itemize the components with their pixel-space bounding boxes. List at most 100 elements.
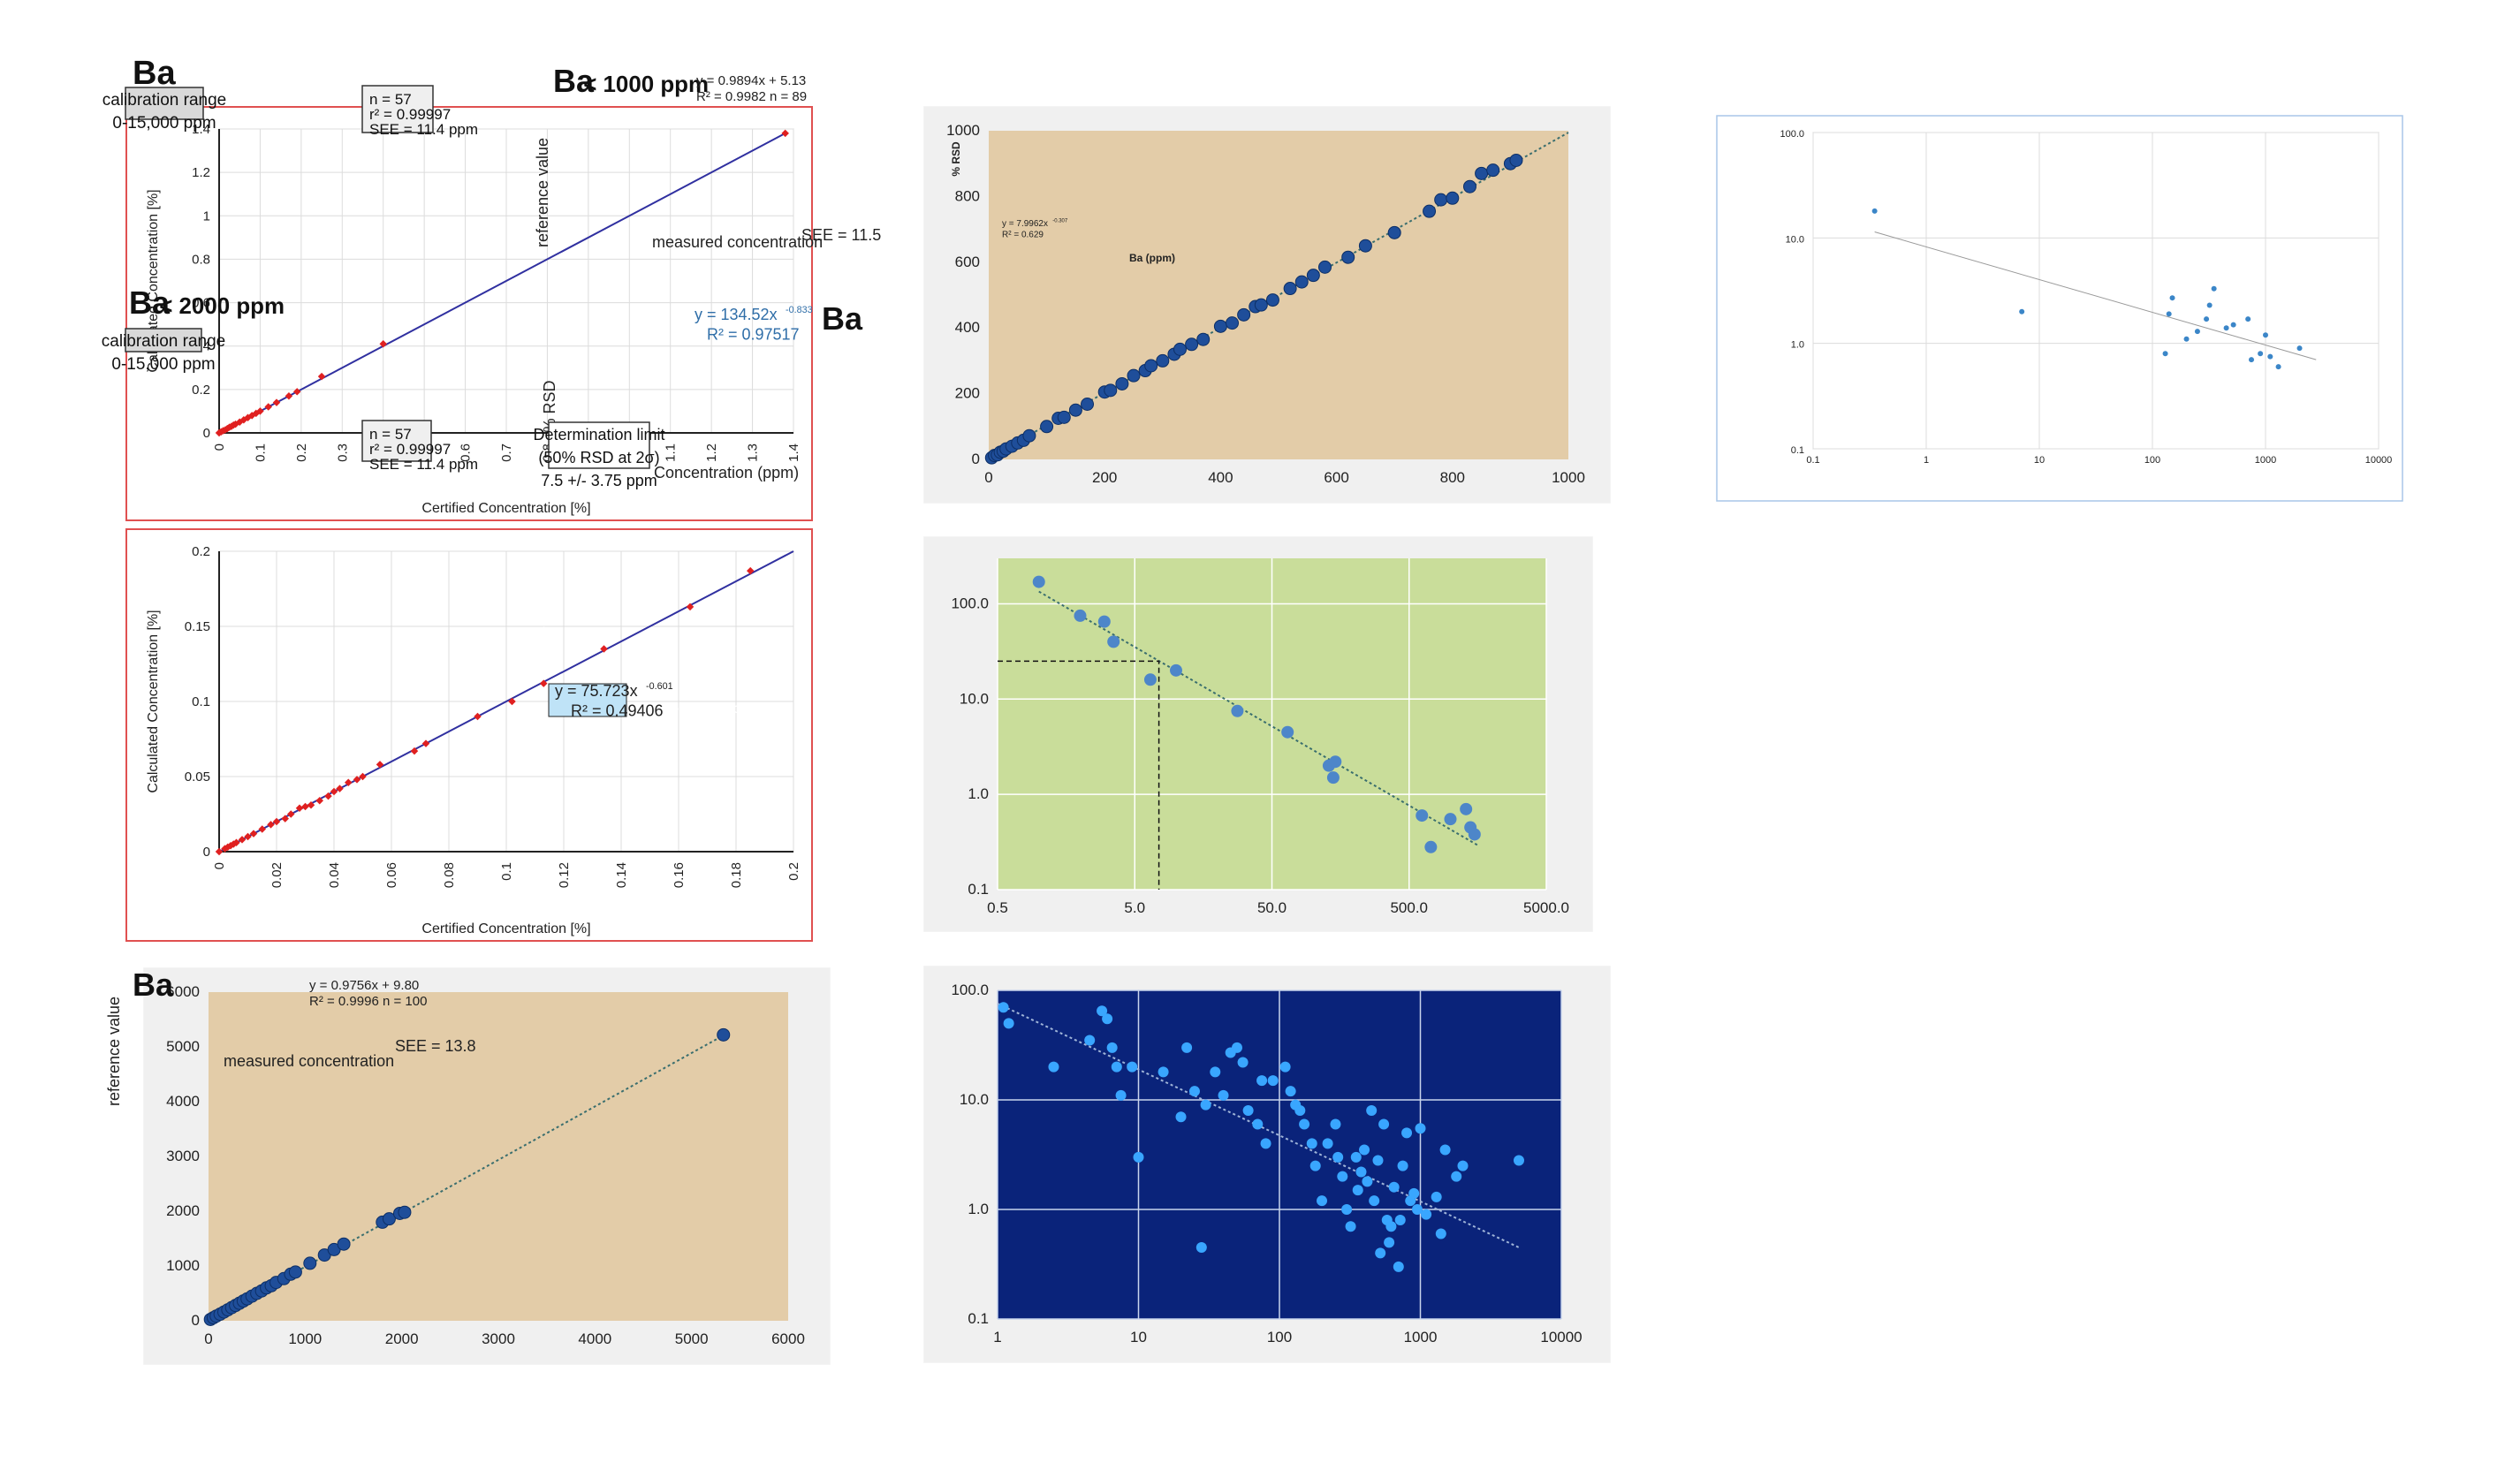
data-point [2267, 353, 2273, 360]
data-point [1435, 1228, 1446, 1239]
x-tick-label: 6000 [771, 1330, 805, 1347]
y-tick-label: 0 [203, 426, 210, 441]
stats-line: r² = 0.99997 [369, 106, 451, 123]
y-tick-label: 1000 [946, 122, 980, 139]
equation-box [548, 683, 627, 717]
data-point [1097, 1005, 1108, 1017]
y-tick-label: 200 [955, 385, 980, 402]
data-point [398, 1205, 412, 1219]
data-point [1068, 403, 1082, 417]
x-axis-label: measured concentration [652, 233, 823, 251]
data-point [1446, 191, 1460, 205]
element-title: Ba [826, 545, 868, 581]
y-axis-label: reference value [105, 997, 123, 1106]
y-tick-label: 1000 [166, 1257, 200, 1274]
data-point [1411, 1204, 1423, 1215]
data-point [2258, 351, 2264, 357]
chart-svg: 1 10 100 1000 10000 0.1 1.0 10.0 100.0 Concentrat… [535, 545, 1611, 1363]
data-point [1387, 225, 1401, 239]
y-tick-label: 100.0 [1780, 129, 1804, 140]
data-point [1104, 383, 1118, 398]
x-tick-label: 100 [2144, 455, 2160, 466]
data-point [292, 388, 301, 396]
x-tick-label: 0.08 [442, 862, 457, 888]
data-point [1423, 204, 1437, 218]
data-point [1397, 1160, 1408, 1171]
trend-line [218, 550, 794, 853]
data-point [1260, 1138, 1271, 1149]
y-tick-label: 0 [972, 451, 980, 467]
data-point [1048, 1061, 1059, 1073]
data-point [1372, 1155, 1384, 1166]
data-point [1169, 663, 1182, 677]
x-axis-label: Concentration (ppm) [661, 701, 790, 716]
x-tick-label: 200 [1092, 469, 1117, 486]
x-tick-label: 600 [1324, 469, 1348, 486]
y-tick-label: 10.0 [960, 1091, 989, 1108]
data-point [1231, 704, 1244, 717]
data-point [1509, 153, 1523, 167]
data-point [238, 836, 247, 844]
element-title: Ba [133, 966, 174, 1003]
y-tick-label: 0.8 [192, 252, 210, 267]
y-tick-label: 0.1 [192, 694, 210, 709]
data-point [1106, 1042, 1118, 1053]
data-point [2275, 364, 2281, 370]
element-title-suffix: < 2000 ppm [159, 294, 285, 319]
x-tick-label: 0.3 [335, 443, 350, 462]
equation-line: y = 134.52x [695, 306, 778, 323]
data-point [267, 821, 275, 829]
data-point [336, 785, 344, 792]
data-point [1421, 1209, 1432, 1220]
see-label: SEE = 11.5 [801, 226, 881, 244]
data-point [1144, 359, 1158, 373]
x-tick-label: 0.2 [786, 862, 801, 881]
y-tick-label: 6000 [166, 983, 200, 1000]
data-point [353, 776, 361, 784]
data-point [1040, 420, 1054, 434]
see-label: SEE = 13.8 [395, 1037, 476, 1055]
y-axis-label: reference value [534, 138, 551, 247]
data-point [330, 787, 338, 796]
data-point [1388, 1181, 1400, 1193]
equation-line: y = 0.9756x + 9.80 [309, 978, 419, 993]
x-tick-label: 0 [204, 1330, 212, 1347]
y-tick-label: 600 [955, 254, 980, 270]
data-point [1330, 1118, 1341, 1130]
x-tick-label: 4000 [578, 1330, 611, 1347]
data-point [1226, 316, 1240, 330]
data-point [1133, 1151, 1144, 1163]
x-tick-label: 1 [1924, 455, 1929, 466]
y-tick-label: 100.0 [951, 595, 989, 611]
equation-exponent: -0.601 [646, 681, 673, 692]
data-point [1254, 298, 1268, 312]
data-point [1188, 1086, 1200, 1097]
data-point [2211, 285, 2217, 292]
data-point [1358, 239, 1372, 253]
stats-box [361, 85, 434, 133]
data-point [1173, 342, 1187, 356]
data-point [1341, 1204, 1353, 1215]
data-point [1143, 673, 1157, 686]
element-title: Ba [822, 300, 863, 337]
x-tick-label: 0 [984, 469, 992, 486]
x-tick-label: 0.7 [499, 443, 514, 462]
data-point [1279, 1061, 1291, 1073]
data-point [1451, 1171, 1462, 1182]
data-point [337, 1237, 351, 1251]
x-tick-label: 1.4 [786, 443, 801, 462]
data-point [1460, 802, 1473, 815]
x-tick-label: 0.02 [269, 862, 285, 888]
y-tick-label: 0.6 [192, 296, 210, 311]
data-point [1281, 725, 1294, 739]
data-point [1341, 250, 1355, 264]
data-point [287, 810, 295, 818]
x-axis-label: Certified Concentration [%] [421, 921, 590, 936]
info-box-line: (50% RSD at 2σ) [538, 449, 659, 466]
chart-panel-ba-rsd-blue: 1 10 100 1000 10000 0.1 1.0 10.0 100.0 Concentrat… [535, 545, 1611, 1363]
data-point [1329, 755, 1342, 769]
y-tick-label: 1.2 [192, 165, 210, 180]
data-point [1102, 1013, 1113, 1025]
data-point [1242, 1105, 1254, 1117]
x-axis-label: Concentration (ppm) [654, 464, 799, 481]
